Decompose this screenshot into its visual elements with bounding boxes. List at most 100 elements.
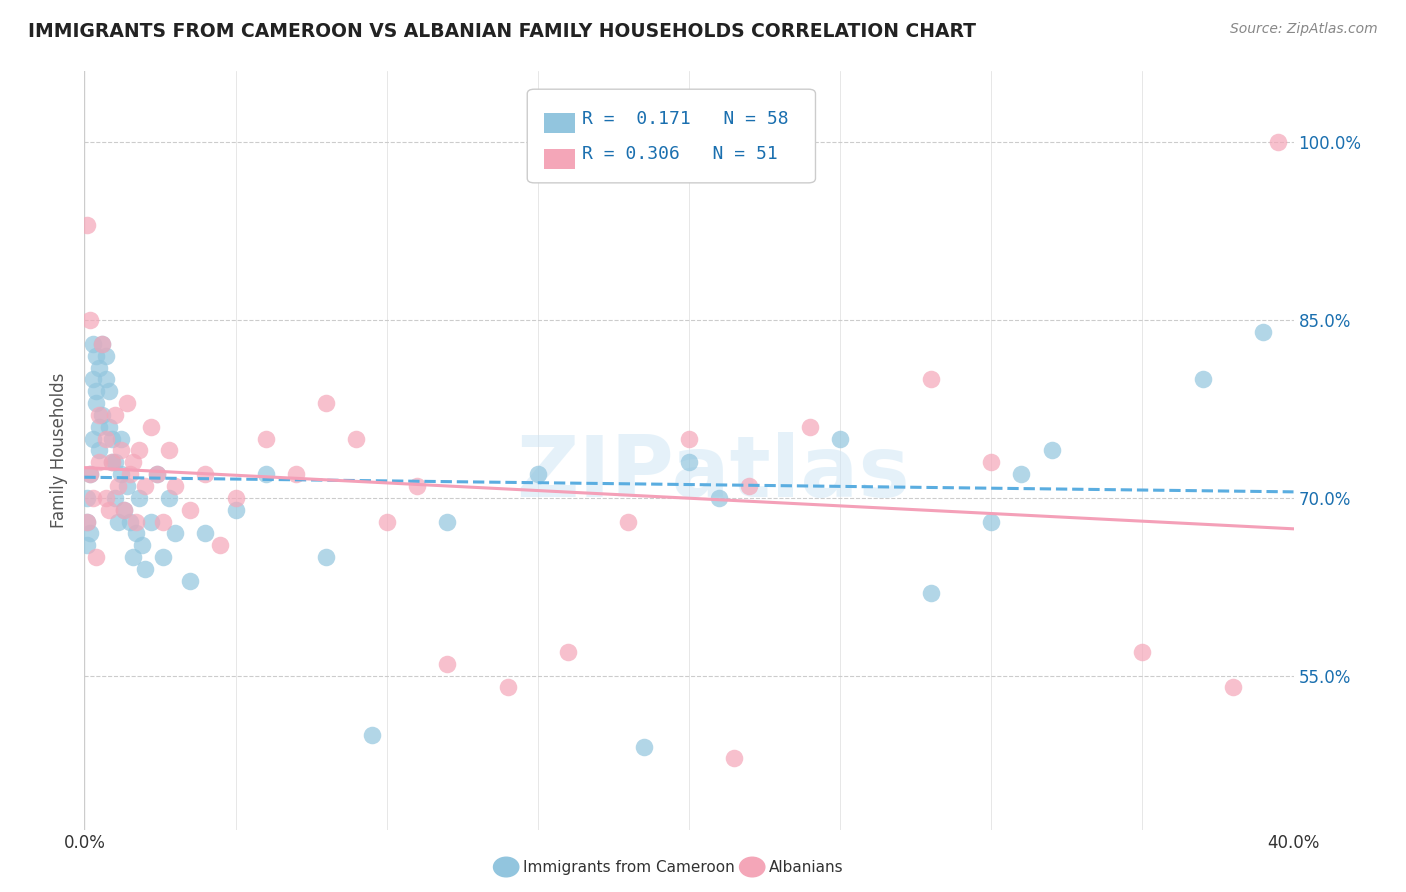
Point xyxy=(110,443,132,458)
Point xyxy=(86,384,108,399)
Point xyxy=(738,479,761,493)
Point xyxy=(91,336,114,351)
Point xyxy=(76,219,98,233)
Text: Source: ZipAtlas.com: Source: ZipAtlas.com xyxy=(1230,22,1378,37)
Point xyxy=(128,443,150,458)
Point xyxy=(678,455,700,469)
Point xyxy=(527,467,550,482)
Point xyxy=(100,455,122,469)
Point xyxy=(678,432,700,446)
Point xyxy=(723,751,745,765)
Point xyxy=(179,502,201,516)
Point xyxy=(104,455,127,469)
Text: ZIPatlas: ZIPatlas xyxy=(516,432,910,515)
Point xyxy=(157,491,180,505)
Point xyxy=(100,432,122,446)
Point xyxy=(139,515,162,529)
Point xyxy=(125,526,148,541)
Point xyxy=(557,645,579,659)
Point xyxy=(118,467,141,482)
Point xyxy=(179,574,201,588)
Point xyxy=(79,313,101,327)
Text: IMMIGRANTS FROM CAMEROON VS ALBANIAN FAMILY HOUSEHOLDS CORRELATION CHART: IMMIGRANTS FROM CAMEROON VS ALBANIAN FAM… xyxy=(28,22,976,41)
Point xyxy=(346,432,368,446)
Point xyxy=(1130,645,1153,659)
Point xyxy=(194,467,217,482)
Point xyxy=(76,538,98,552)
Point xyxy=(79,526,101,541)
Point xyxy=(225,502,247,516)
Point xyxy=(1267,136,1289,150)
Point xyxy=(89,419,111,434)
Point xyxy=(157,443,180,458)
Point xyxy=(94,349,117,363)
Point xyxy=(89,360,111,375)
Point xyxy=(118,515,141,529)
Point xyxy=(112,502,135,516)
Point xyxy=(146,467,169,482)
Point xyxy=(920,585,942,599)
Point xyxy=(82,432,104,446)
Point xyxy=(152,515,174,529)
Point xyxy=(86,396,108,410)
Point xyxy=(91,336,114,351)
Point xyxy=(225,491,247,505)
Point xyxy=(709,491,731,505)
Text: Immigrants from Cameroon: Immigrants from Cameroon xyxy=(523,860,735,874)
Point xyxy=(920,372,942,386)
Point xyxy=(131,538,153,552)
Point xyxy=(980,455,1002,469)
Point xyxy=(799,419,821,434)
Point xyxy=(76,515,98,529)
Point xyxy=(125,515,148,529)
Point xyxy=(86,349,108,363)
Point xyxy=(104,491,127,505)
Point xyxy=(146,467,169,482)
Point xyxy=(97,384,120,399)
Point xyxy=(1222,681,1244,695)
Point xyxy=(89,443,111,458)
Point xyxy=(112,502,135,516)
Point xyxy=(152,550,174,565)
Point xyxy=(121,455,143,469)
Point xyxy=(82,336,104,351)
Point xyxy=(285,467,308,482)
Point xyxy=(91,408,114,422)
Text: R =  0.171   N = 58: R = 0.171 N = 58 xyxy=(582,110,789,128)
Point xyxy=(110,432,132,446)
Point xyxy=(107,479,129,493)
Point xyxy=(165,526,187,541)
Point xyxy=(94,372,117,386)
Point xyxy=(980,515,1002,529)
Point xyxy=(94,432,117,446)
Point xyxy=(134,562,156,576)
Point xyxy=(436,657,458,671)
Point xyxy=(1192,372,1215,386)
Point xyxy=(128,491,150,505)
Point xyxy=(165,479,187,493)
Point xyxy=(76,515,98,529)
Point xyxy=(115,396,138,410)
Point xyxy=(496,681,519,695)
Point xyxy=(79,467,101,482)
Point xyxy=(82,491,104,505)
Point xyxy=(134,479,156,493)
Point xyxy=(633,739,655,754)
Point xyxy=(194,526,217,541)
Point xyxy=(121,550,143,565)
Point xyxy=(1040,443,1063,458)
Point xyxy=(254,467,277,482)
Point xyxy=(115,479,138,493)
Y-axis label: Family Households: Family Households xyxy=(51,373,69,528)
Point xyxy=(97,502,120,516)
Point xyxy=(139,419,162,434)
Point xyxy=(1011,467,1033,482)
Text: R = 0.306   N = 51: R = 0.306 N = 51 xyxy=(582,145,778,163)
Point xyxy=(110,467,132,482)
Point xyxy=(79,467,101,482)
Point xyxy=(209,538,232,552)
Point xyxy=(315,550,337,565)
Point xyxy=(107,515,129,529)
Point xyxy=(360,728,382,742)
Text: Albanians: Albanians xyxy=(769,860,844,874)
